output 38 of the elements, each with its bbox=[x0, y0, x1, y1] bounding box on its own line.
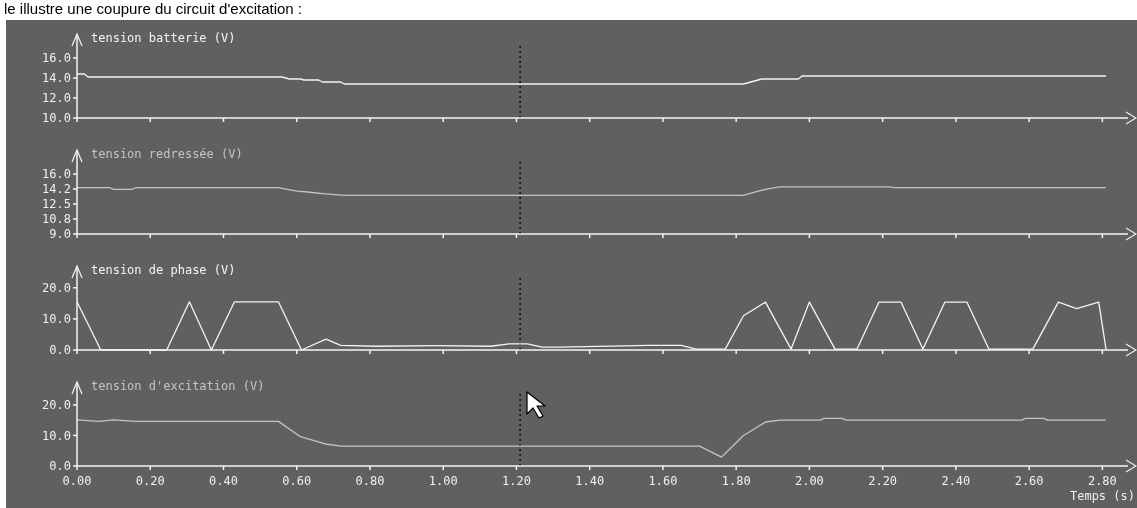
x-tick-label: 1.20 bbox=[501, 474, 531, 488]
x-tick-label: 0.00 bbox=[62, 474, 92, 488]
line-series bbox=[76, 417, 1107, 458]
y-tick-label: 20.0 bbox=[42, 280, 71, 295]
y-axis-title: tension d'excitation (V) bbox=[91, 379, 265, 393]
x-tick-label: 1.80 bbox=[721, 474, 751, 488]
y-axis-title: tension redressée (V) bbox=[91, 147, 243, 161]
y-tick-label: 10.0 bbox=[42, 111, 71, 126]
x-tick-label: 0.20 bbox=[135, 474, 165, 488]
x-tick-label: 2.80 bbox=[1087, 474, 1117, 488]
y-tick-label: 20.0 bbox=[42, 398, 71, 413]
y-tick-label: 0.0 bbox=[49, 459, 71, 474]
x-tick-label: 1.40 bbox=[575, 474, 605, 488]
x-tick-label: 0.80 bbox=[355, 474, 385, 488]
x-tick-label: 0.40 bbox=[209, 474, 238, 488]
y-tick-label: 10.0 bbox=[42, 312, 71, 327]
x-axis-title: Temps (s) bbox=[1069, 489, 1135, 503]
y-tick-label: 14.2 bbox=[42, 182, 71, 197]
y-tick-label: 9.0 bbox=[49, 227, 71, 242]
y-tick-label: 12.0 bbox=[42, 91, 71, 106]
x-tick-label: 2.00 bbox=[794, 474, 824, 488]
y-tick-label: 0.0 bbox=[49, 343, 71, 358]
x-tick-label: 2.20 bbox=[868, 474, 898, 488]
x-tick-label: 1.00 bbox=[428, 474, 458, 488]
y-tick-label: 12.5 bbox=[42, 197, 71, 212]
y-axis-title: tension batterie (V) bbox=[91, 31, 236, 45]
y-tick-label: 16.0 bbox=[42, 167, 71, 182]
text: le illustre une coupure du circuit d'excitation : bbox=[4, 0, 303, 17]
y-tick-label: 14.0 bbox=[42, 71, 71, 86]
y-tick-label: 16.0 bbox=[42, 51, 71, 66]
x-tick-label: 2.40 bbox=[941, 474, 971, 488]
y-axis-title: tension de phase (V) bbox=[91, 263, 236, 277]
y-tick-label: 10.0 bbox=[42, 428, 71, 443]
line-series bbox=[76, 186, 1107, 197]
y-tick-label: 10.8 bbox=[42, 212, 71, 227]
x-tick-label: 1.60 bbox=[648, 474, 678, 488]
x-tick-label: 0.60 bbox=[282, 474, 312, 488]
x-tick-label: 2.60 bbox=[1014, 474, 1044, 488]
